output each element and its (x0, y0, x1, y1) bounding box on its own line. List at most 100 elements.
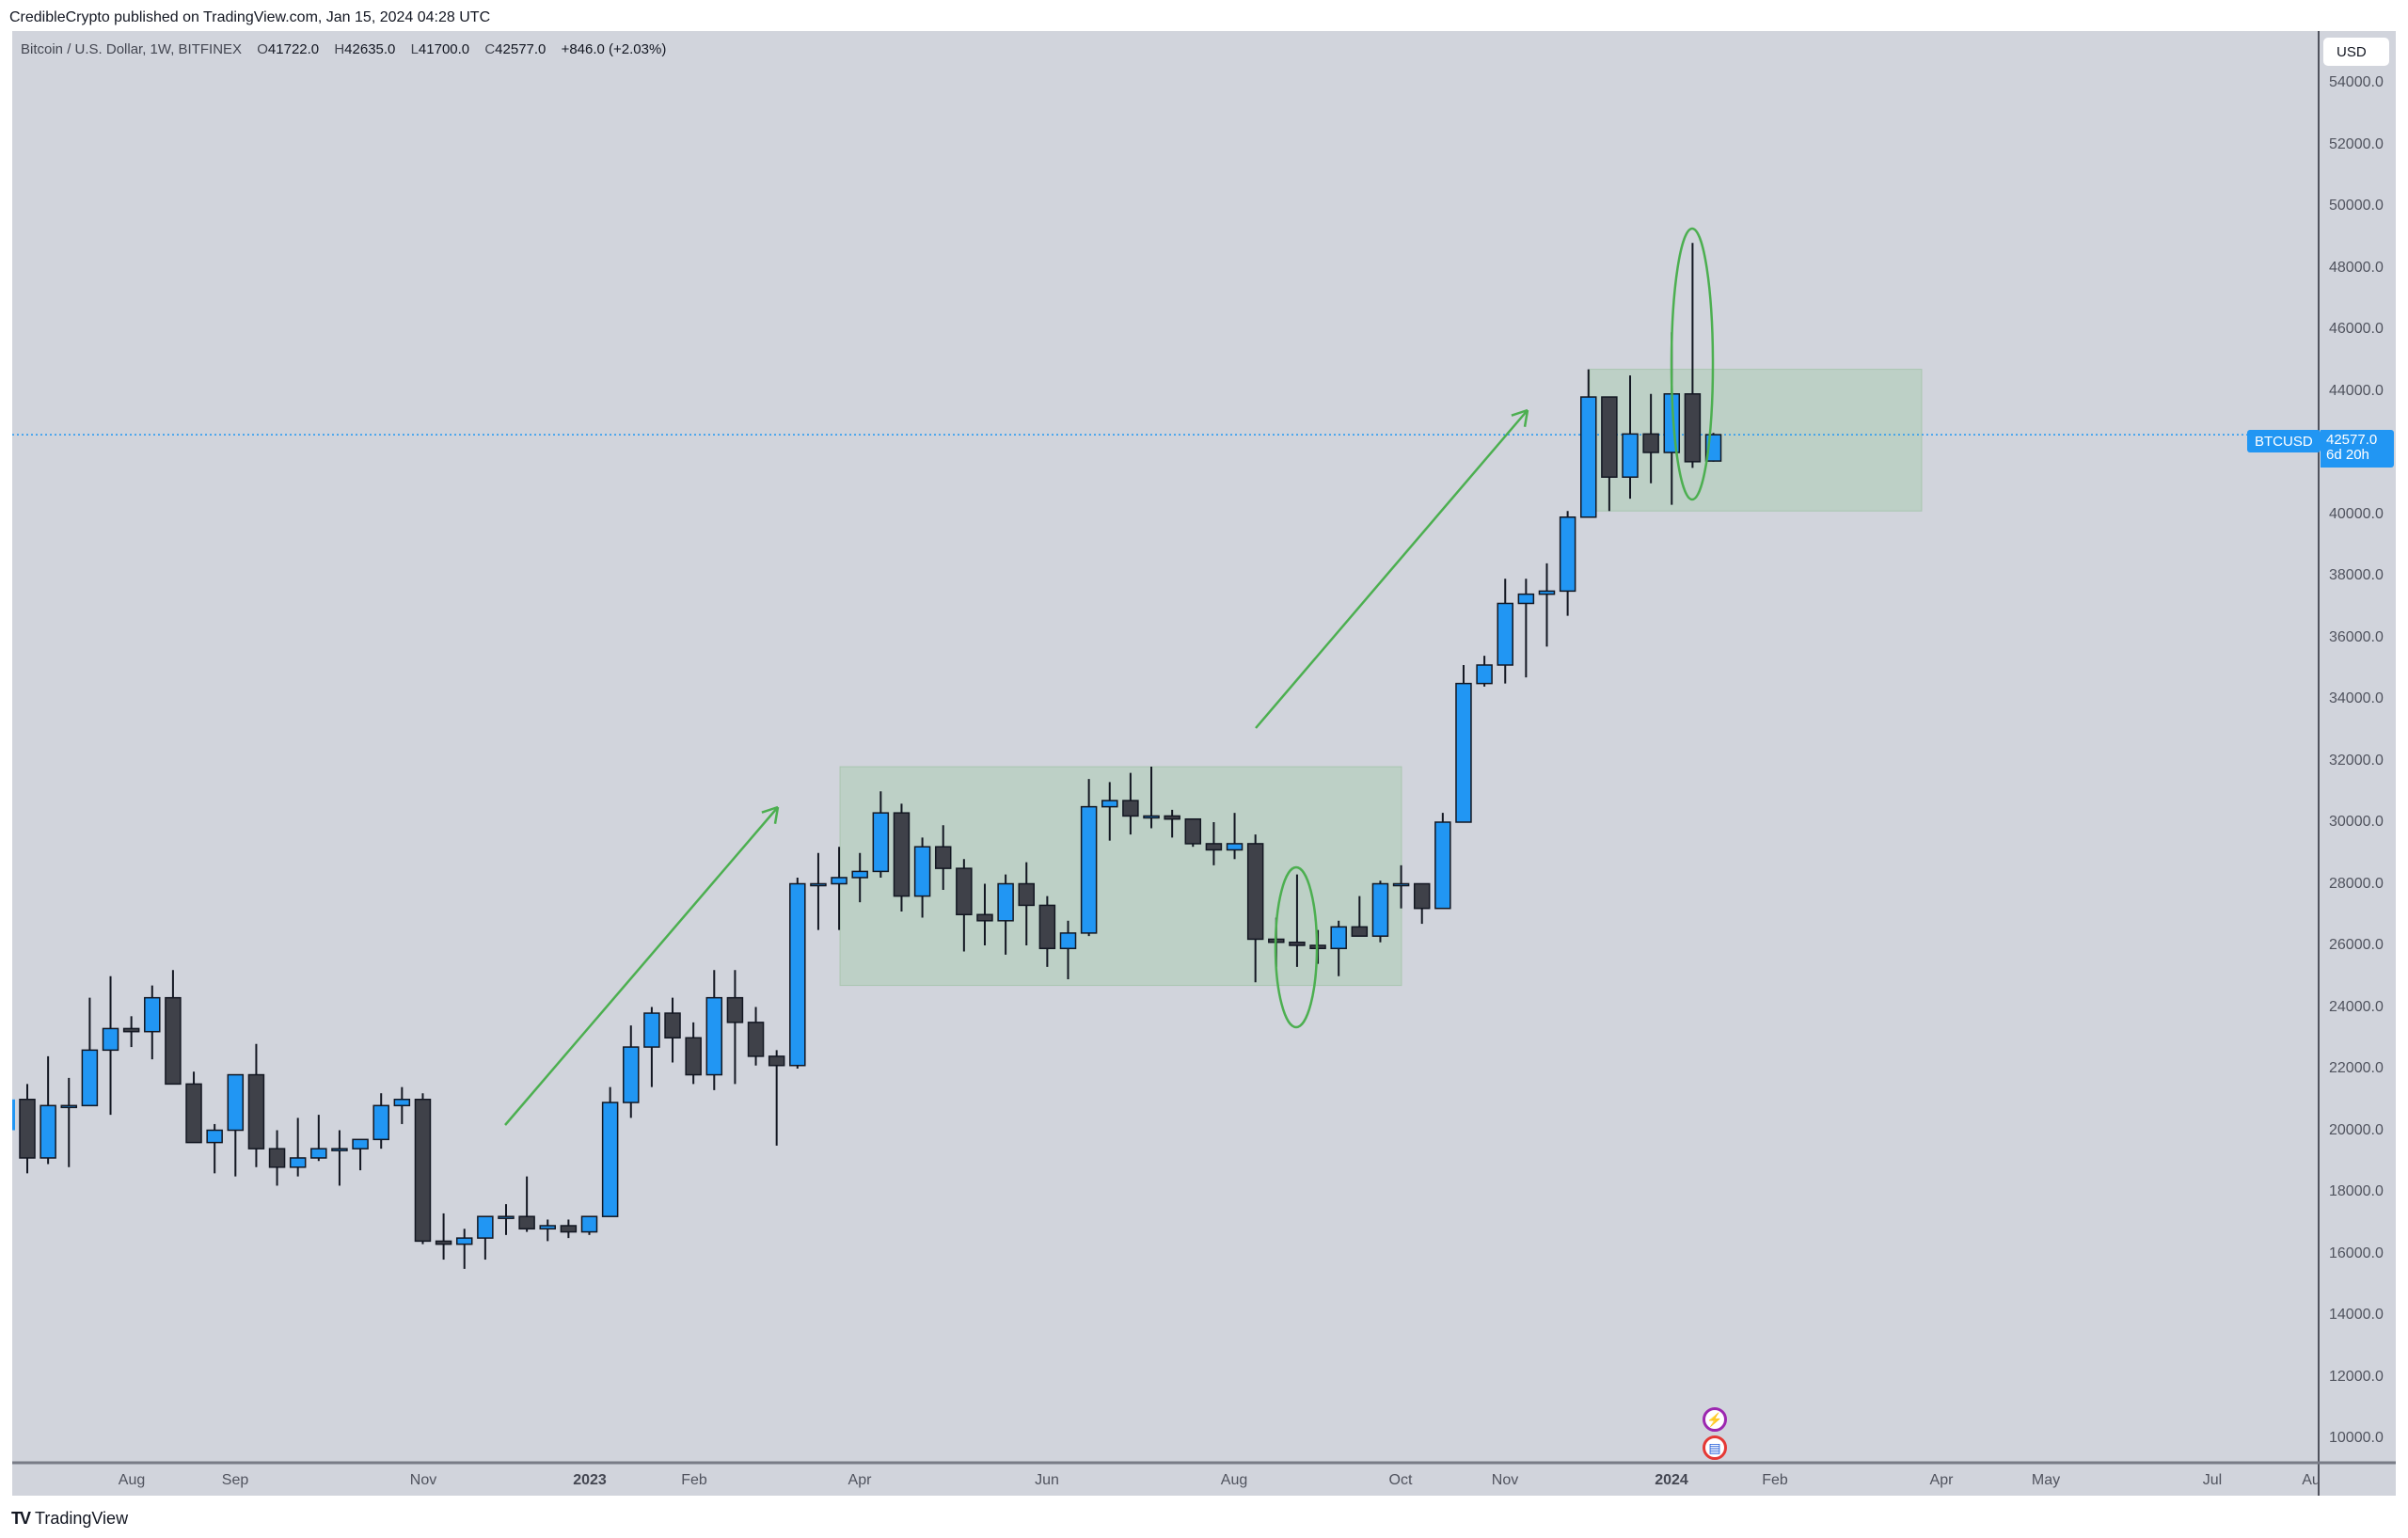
price-tick-label: 34000.0 (2329, 690, 2384, 706)
price-tick-label: 14000.0 (2329, 1307, 2384, 1323)
candle-up (144, 996, 161, 1033)
uptrend-arrow-1-head (773, 806, 780, 824)
candle-down (1642, 433, 1659, 453)
symbol-price-tag: BTCUSD (2247, 430, 2321, 452)
tradingview-logo[interactable]: TV TradingView (11, 1509, 128, 1529)
price-tick-label: 18000.0 (2329, 1183, 2384, 1199)
candle-down (268, 1148, 286, 1168)
candle-up (1059, 932, 1077, 950)
candle-down (1351, 926, 1369, 937)
price-tick-label: 46000.0 (2329, 321, 2384, 337)
candle-down (19, 1099, 36, 1159)
bar-countdown: 6d 20h (2326, 447, 2369, 463)
candle-down (747, 1022, 765, 1057)
highlight-ellipse-aug (1274, 865, 1319, 1029)
consolidation-box-2024 (1589, 369, 1923, 512)
candle-up (102, 1027, 119, 1052)
candle-down (1246, 843, 1264, 941)
candle-up (60, 1104, 78, 1109)
price-tick-label: 54000.0 (2329, 74, 2384, 90)
tradingview-brand: TradingView (35, 1509, 129, 1528)
candle-down (165, 996, 182, 1086)
time-tick-label: Apr (848, 1472, 872, 1488)
symbol-legend: Bitcoin / U.S. Dollar, 1W, BITFINEX O417… (21, 41, 666, 57)
time-tick-label: Aug (1220, 1472, 1248, 1488)
close-value: 42577.0 (495, 41, 547, 57)
change-value: +846.0 (+2.03%) (561, 41, 667, 57)
price-tick-label: 10000.0 (2329, 1430, 2384, 1446)
candle-down (247, 1073, 265, 1150)
price-tick-label: 26000.0 (2329, 937, 2384, 953)
candle-up (643, 1012, 660, 1048)
price-tick-label: 12000.0 (2329, 1368, 2384, 1385)
candle-up (1371, 882, 1389, 937)
candle-down (435, 1240, 452, 1245)
last-price-tag: 42577.0 6d 20h (2321, 430, 2394, 468)
candle-down (1413, 882, 1431, 910)
time-tick-label: Feb (1762, 1472, 1788, 1488)
price-tick-label: 38000.0 (2329, 567, 2384, 583)
candle-down (956, 867, 973, 915)
time-tick-label: Jun (1035, 1472, 1059, 1488)
us-economic-event-icon[interactable]: ▤ (1703, 1435, 1727, 1460)
price-tick-label: 22000.0 (2329, 1060, 2384, 1076)
time-tick-label: Jul (2202, 1472, 2223, 1488)
candle-down (1122, 800, 1139, 817)
time-tick-label: Nov (409, 1472, 437, 1488)
uptrend-arrow-1 (504, 806, 779, 1126)
price-tick-label: 30000.0 (2329, 814, 2384, 830)
candle-up (1080, 805, 1098, 934)
last-price-value: 42577.0 (2326, 432, 2378, 448)
candle-up (372, 1104, 389, 1141)
time-tick-label: 2024 (1655, 1472, 1688, 1488)
candle-up (289, 1157, 307, 1168)
candle-up (1538, 590, 1556, 595)
price-tick-label: 32000.0 (2329, 752, 2384, 769)
candle-up (1517, 593, 1535, 605)
candle-up (498, 1215, 515, 1219)
candle-down (685, 1037, 702, 1076)
time-tick-label: May (2031, 1472, 2061, 1488)
candle-down (976, 913, 993, 922)
candle-down (1164, 815, 1180, 820)
price-tick-label: 50000.0 (2329, 198, 2384, 214)
publication-credit: CredibleCrypto published on TradingView.… (9, 9, 491, 25)
currency-button[interactable]: USD (2323, 38, 2389, 66)
candle-down (934, 846, 952, 869)
symbol-description[interactable]: Bitcoin / U.S. Dollar, 1W, BITFINEX (21, 41, 243, 57)
candle-up (539, 1225, 556, 1230)
candle-down (1038, 904, 1056, 950)
open-label: O (257, 41, 268, 57)
price-tick-label: 40000.0 (2329, 505, 2384, 522)
candle-partial (12, 1099, 15, 1131)
consolidation-box-2023 (839, 766, 1402, 987)
candle-up (810, 882, 827, 887)
candle-down (1601, 396, 1618, 478)
candle-down (122, 1027, 140, 1033)
uptrend-arrow-2-head (1523, 409, 1529, 427)
open-value: 41722.0 (267, 41, 320, 57)
high-value: 42635.0 (344, 41, 396, 57)
uptrend-arrow-1-head (761, 805, 779, 814)
chart-pane[interactable] (12, 31, 2396, 1496)
price-tick-label: 36000.0 (2329, 628, 2384, 645)
earnings-lightning-icon[interactable]: ⚡ (1703, 1407, 1727, 1432)
candle-up (831, 877, 848, 885)
candle-down (1205, 843, 1223, 851)
price-tick-label: 20000.0 (2329, 1121, 2384, 1138)
candle-down (1289, 941, 1306, 946)
low-value: 41700.0 (418, 41, 470, 57)
highlight-ellipse-jan (1670, 227, 1715, 501)
candle-up (1622, 433, 1639, 478)
candle-up (997, 882, 1014, 922)
us-flag-icon: ▤ (1708, 1439, 1721, 1455)
candle-down (1684, 393, 1702, 463)
candle-up (851, 870, 868, 879)
candle-down (414, 1099, 432, 1243)
lightning-icon: ⚡ (1706, 1411, 1723, 1427)
candle-down (893, 812, 911, 897)
candle-down (560, 1225, 578, 1233)
candle-up (1434, 821, 1451, 910)
candle-up (872, 812, 890, 873)
